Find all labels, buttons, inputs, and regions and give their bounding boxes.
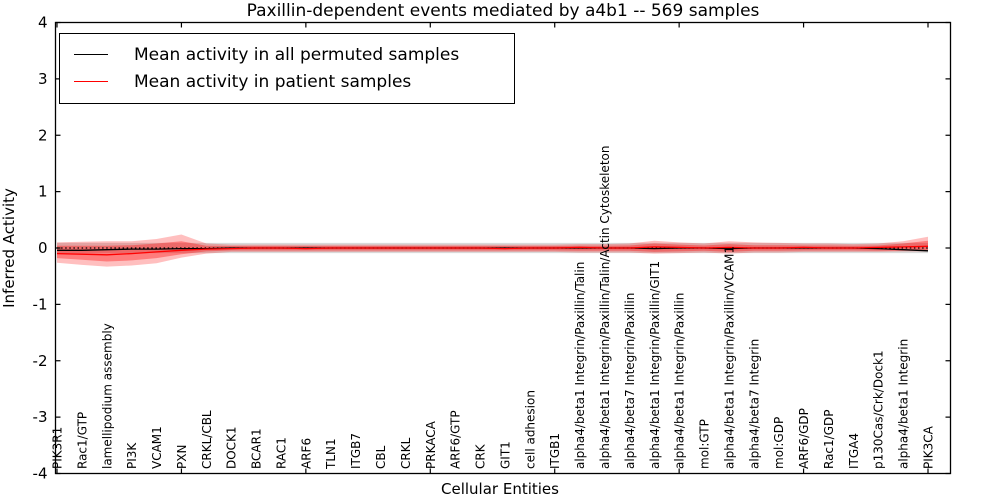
x-tick-label: alpha4/beta1 Integrin/Paxillin/GIT1 (648, 261, 662, 469)
x-tick-label: lamellipodium assembly (100, 323, 114, 469)
x-tick-label: ARF6/GTP (449, 410, 463, 469)
patient-band-outer-band (57, 234, 928, 267)
x-tick-label: Rac1/GTP (75, 412, 89, 469)
x-tick-label: ARF6 (299, 438, 313, 469)
patient-mean-line (56, 245, 929, 256)
legend-label-patient: Mean activity in patient samples (134, 71, 412, 92)
y-tick-label: 2 (38, 126, 48, 144)
x-tick-label: VCAM1 (150, 426, 164, 469)
y-tick-label: -4 (33, 465, 48, 483)
x-tick-label: PIK3CA (922, 425, 936, 469)
x-tick-label: CRKL/CBL (200, 410, 214, 469)
patient-band-inner-band (57, 240, 928, 262)
x-tick-label: ITGB1 (548, 433, 562, 469)
plot-frame (54, 21, 952, 475)
y-tick-label: 0 (38, 239, 48, 257)
legend-entry-permuted: Mean activity in all permuted samples (74, 41, 504, 68)
legend-entry-patient: Mean activity in patient samples (74, 68, 504, 95)
y-tick-label: -1 (33, 295, 48, 313)
x-tick-label: DOCK1 (225, 426, 239, 469)
x-tick-label: alpha4/beta7 Integrin/Paxillin (623, 293, 637, 469)
permuted-line-swatch (74, 54, 108, 55)
x-tick-label: alpha4/beta7 Integrin (747, 339, 761, 469)
x-tick-label: mol:GDP (772, 417, 786, 469)
x-tick-label: CRK (474, 443, 488, 469)
x-tick-label: PIK3R1 (51, 427, 65, 469)
x-tick-label: alpha4/beta1 Integrin/Paxillin/Talin (573, 262, 587, 469)
x-tick-label: TLN1 (324, 438, 338, 470)
chart-title: Paxillin-dependent events mediated by a4… (247, 1, 760, 21)
x-tick-label: cell adhesion (523, 390, 537, 469)
plot-area: PIK3R1 Rac1/GTP lamellipodium assembly PI3K… (33, 14, 952, 483)
x-tick-label: alpha4/beta1 Integrin (897, 339, 911, 469)
x-tick-label: alpha4/beta1 Integrin/Paxillin/Talin/Act… (598, 146, 612, 469)
legend-label-permuted: Mean activity in all permuted samples (134, 44, 460, 65)
x-tick-label: alpha4/beta1 Integrin/Paxillin/VCAM1 (722, 246, 736, 469)
x-tick-label: alpha4/beta1 Integrin/Paxillin (673, 293, 687, 469)
x-tick-label: CRKL (399, 437, 413, 469)
x-tick-label: PRKACA (424, 420, 438, 469)
x-tick-label: PXN (175, 445, 189, 469)
x-tick-label: mol:GTP (698, 419, 712, 469)
y-tick-label: -3 (33, 408, 48, 426)
y-tick-label: 1 (38, 183, 48, 201)
legend: Mean activity in all permuted samples Me… (59, 33, 515, 104)
x-axis-label: Cellular Entities (441, 480, 559, 498)
x-tick-label: ITGA4 (847, 433, 861, 469)
x-tick-label: ARF6/GDP (797, 408, 811, 469)
x-tick-label: PI3K (125, 442, 139, 469)
x-tick-label: Rac1/GDP (822, 410, 836, 469)
y-tick-label: -2 (33, 352, 48, 370)
x-tick-label: CBL (374, 445, 388, 469)
y-tick-label: 4 (38, 14, 48, 32)
x-tick-label: GIT1 (498, 441, 512, 469)
y-tick-label: 3 (38, 70, 48, 88)
patient-line-swatch (74, 81, 108, 82)
x-tick-label: BCAR1 (250, 428, 264, 469)
x-tick-label: RAC1 (274, 437, 288, 469)
y-axis-label: Inferred Activity (0, 188, 18, 308)
x-tick-label: ITGB7 (349, 433, 363, 469)
x-tick-label: p130Cas/Crk/Dock1 (872, 350, 886, 469)
